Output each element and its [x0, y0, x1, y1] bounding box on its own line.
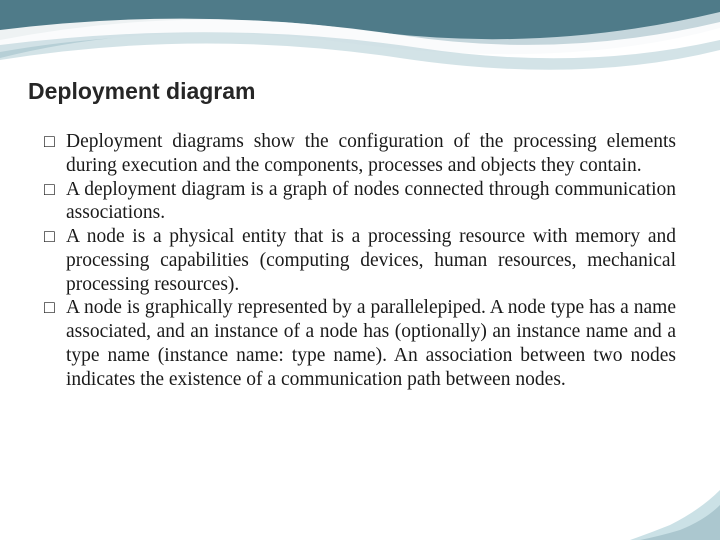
slide-title: Deployment diagram — [28, 78, 256, 105]
bullet-marker-icon: □ — [44, 297, 66, 392]
bullet-marker-icon: □ — [44, 226, 66, 297]
bullet-text: Deployment diagrams show the configurati… — [66, 130, 676, 178]
bullet-marker-icon: □ — [44, 179, 66, 227]
bullet-item: □ A node is graphically represented by a… — [44, 296, 676, 391]
slide-body: □ Deployment diagrams show the configura… — [44, 130, 676, 392]
bullet-item: □ Deployment diagrams show the configura… — [44, 130, 676, 178]
bullet-text: A deployment diagram is a graph of nodes… — [66, 178, 676, 226]
bullet-text: A node is a physical entity that is a pr… — [66, 225, 676, 296]
bullet-item: □ A deployment diagram is a graph of nod… — [44, 178, 676, 226]
slide-container: Deployment diagram □ Deployment diagrams… — [0, 0, 720, 540]
bullet-item: □ A node is a physical entity that is a … — [44, 225, 676, 296]
bullet-text: A node is graphically represented by a p… — [66, 296, 676, 391]
corner-accent-decoration — [630, 480, 720, 540]
bullet-marker-icon: □ — [44, 131, 66, 179]
